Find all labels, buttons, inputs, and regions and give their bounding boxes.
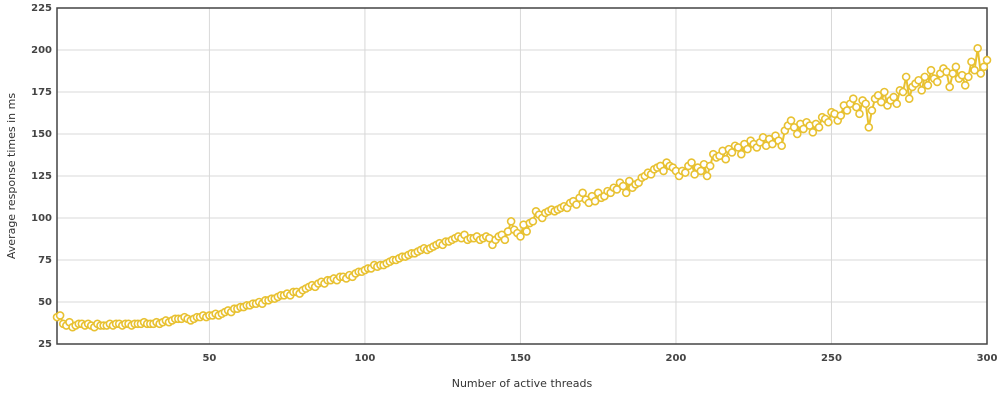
x-tick-label: 200 <box>666 353 687 364</box>
data-point <box>625 176 634 186</box>
data-point <box>721 154 731 164</box>
data-point <box>702 171 712 181</box>
data-point <box>500 235 510 245</box>
data-point <box>920 72 930 82</box>
data-point <box>680 168 690 177</box>
x-tick-label: 50 <box>202 353 216 364</box>
data-point <box>917 86 926 95</box>
data-point <box>945 82 954 92</box>
data-point <box>970 65 979 75</box>
data-point <box>948 69 958 78</box>
data-point <box>967 57 976 67</box>
data-point <box>612 185 622 194</box>
data-point <box>923 80 933 90</box>
data-point <box>572 200 581 209</box>
data-point <box>792 129 802 139</box>
data-point <box>973 44 982 53</box>
data-point <box>951 62 961 72</box>
data-point <box>590 196 600 206</box>
data-point <box>880 87 889 97</box>
data-point <box>808 128 818 137</box>
data-point <box>690 170 699 179</box>
data-point <box>814 122 824 132</box>
data-point <box>618 181 628 191</box>
data-point <box>904 94 914 104</box>
y-tick-label: 225 <box>31 3 52 14</box>
series-line <box>56 48 988 329</box>
data-point <box>727 148 737 157</box>
x-tick-label: 100 <box>354 353 375 364</box>
data-point <box>696 166 706 176</box>
data-point <box>705 161 715 171</box>
data-point <box>516 232 525 241</box>
data-point <box>848 94 858 104</box>
data-point <box>836 111 846 120</box>
plot-frame <box>56 7 988 345</box>
data-point <box>578 188 587 198</box>
x-tick-label: 300 <box>977 353 998 364</box>
data-point <box>964 72 973 82</box>
data-point <box>687 158 696 167</box>
y-axis-label: Average response times in ms <box>5 93 18 259</box>
data-point <box>55 311 65 320</box>
data-point <box>932 77 942 87</box>
data-point <box>506 217 516 226</box>
data-point <box>914 75 923 85</box>
data-point <box>861 99 870 109</box>
data-point <box>979 62 989 72</box>
data-point <box>743 144 752 154</box>
y-tick-label: 150 <box>31 129 52 140</box>
x-tick-label: 150 <box>510 353 531 364</box>
data-point <box>852 102 861 112</box>
data-point <box>842 106 852 115</box>
data-point <box>777 141 787 151</box>
data-point <box>768 139 777 149</box>
y-tick-label: 200 <box>31 45 52 56</box>
data-point <box>824 117 833 127</box>
data-point <box>892 99 902 109</box>
data-point <box>799 124 808 134</box>
data-point <box>901 72 911 82</box>
data-point <box>867 106 877 115</box>
data-point <box>621 188 631 198</box>
data-point <box>876 97 886 107</box>
data-point <box>982 55 992 65</box>
y-tick-label: 75 <box>38 255 52 266</box>
data-point <box>733 143 743 152</box>
y-tick-label: 175 <box>31 87 52 98</box>
data-point <box>528 217 538 226</box>
y-tick-label: 50 <box>38 297 52 308</box>
data-point <box>926 65 936 75</box>
data-point <box>736 149 746 159</box>
y-tick-label: 25 <box>38 339 52 350</box>
data-point <box>898 87 908 97</box>
data-point <box>659 166 668 176</box>
data-point <box>960 80 970 90</box>
x-tick-label: 250 <box>821 353 842 364</box>
data-point <box>889 92 898 102</box>
data-point <box>786 116 796 125</box>
y-tick-label: 100 <box>31 213 52 224</box>
data-point <box>522 227 531 236</box>
data-point <box>864 122 874 132</box>
data-point <box>789 122 799 132</box>
x-axis-label: Number of active threads <box>452 377 593 390</box>
data-point <box>855 109 864 119</box>
y-tick-label: 125 <box>31 171 52 182</box>
data-point <box>873 91 883 100</box>
data-point <box>976 69 986 78</box>
